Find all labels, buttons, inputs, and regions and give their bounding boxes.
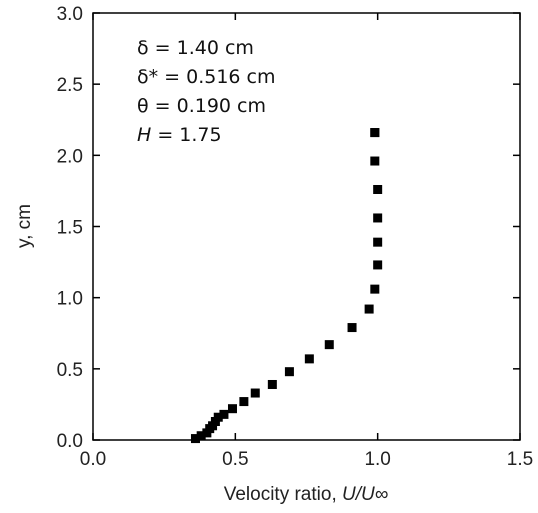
y-tick-label: 1.0 bbox=[57, 289, 83, 310]
x-axis-ticks: 0.0 0.5 1.0 1.5 bbox=[80, 13, 533, 470]
data-point bbox=[239, 397, 249, 407]
annotation-value: = 0.516 cm bbox=[158, 66, 275, 88]
data-point bbox=[373, 184, 383, 194]
data-point bbox=[370, 128, 380, 138]
y-tick-label: 0.5 bbox=[57, 360, 83, 381]
x-axis-label-text: Velocity ratio, bbox=[224, 484, 342, 505]
x-tick-label: 0.5 bbox=[222, 449, 248, 470]
data-point bbox=[304, 354, 314, 364]
data-point bbox=[196, 431, 206, 441]
annotation-line: δ = 1.40 cm bbox=[137, 37, 254, 59]
y-tick-label: 2.5 bbox=[57, 75, 83, 96]
annotation-symbol: δ bbox=[137, 37, 149, 59]
x-tick-label: 1.5 bbox=[507, 449, 533, 470]
data-point bbox=[219, 409, 229, 419]
y-tick-label: 2.0 bbox=[57, 146, 83, 167]
annotation-value: = 1.75 bbox=[151, 124, 221, 146]
annotation-line: θ = 0.190 cm bbox=[137, 95, 266, 117]
annotation-value: = 0.190 cm bbox=[149, 95, 266, 117]
data-point bbox=[190, 434, 200, 444]
x-tick-label: 1.0 bbox=[364, 449, 390, 470]
data-point bbox=[324, 340, 334, 350]
data-point bbox=[213, 412, 223, 422]
data-point bbox=[373, 237, 383, 247]
data-point bbox=[373, 260, 383, 270]
data-point bbox=[370, 156, 380, 166]
data-point bbox=[370, 284, 380, 294]
annotation-line: δ* = 0.516 cm bbox=[137, 66, 276, 88]
annotation-symbol: δ* bbox=[137, 66, 158, 88]
x-axis-label-math: U/U∞ bbox=[342, 484, 388, 505]
x-tick-label: 0.0 bbox=[80, 449, 106, 470]
data-point bbox=[267, 379, 277, 389]
data-point bbox=[227, 404, 237, 414]
y-tick-label: 1.5 bbox=[57, 218, 83, 239]
annotation-value: = 1.40 cm bbox=[149, 37, 254, 59]
y-tick-label: 3.0 bbox=[57, 4, 83, 25]
data-point bbox=[347, 323, 357, 333]
annotation-symbol: θ bbox=[137, 95, 149, 117]
annotation-line: H = 1.75 bbox=[137, 124, 222, 146]
x-axis-label: Velocity ratio, U/U∞ bbox=[224, 484, 389, 505]
annotation-symbol: H bbox=[137, 124, 151, 146]
y-axis-label: y, cm bbox=[14, 204, 35, 248]
y-axis-ticks: 0.0 0.5 1.0 1.5 2.0 2.5 3.0 bbox=[57, 4, 520, 452]
data-point bbox=[373, 213, 383, 223]
data-point bbox=[250, 388, 260, 398]
data-point bbox=[364, 304, 374, 314]
data-point bbox=[284, 367, 294, 377]
y-tick-label: 0.0 bbox=[57, 431, 83, 452]
data-points bbox=[190, 128, 383, 444]
annotation-block: δ = 1.40 cm δ* = 0.516 cm θ = 0.190 cm H = … bbox=[137, 37, 276, 146]
